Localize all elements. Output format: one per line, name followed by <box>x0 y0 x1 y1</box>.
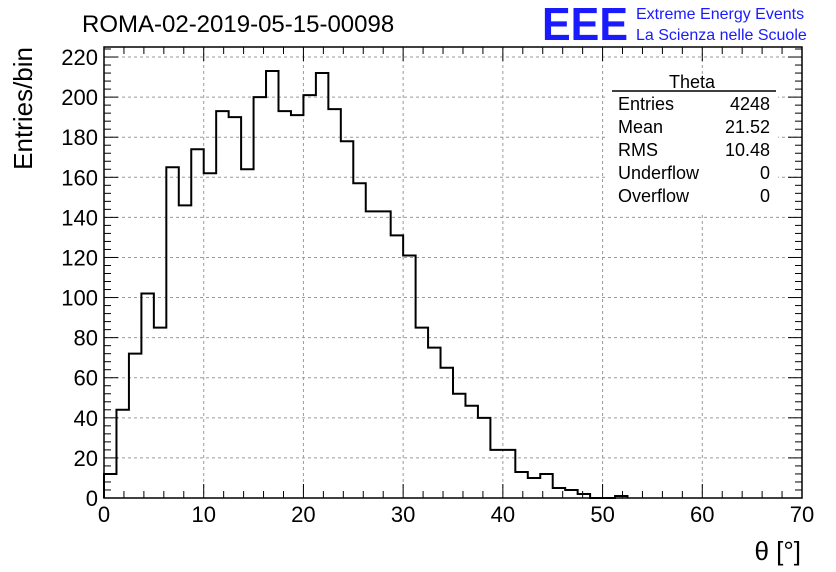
y-tick-label: 60 <box>74 366 98 391</box>
y-tick-label: 200 <box>61 85 98 110</box>
stats-rows: Entries 4248 Mean 21.52 RMS 10.48 Underflow 0 Ov… <box>618 94 770 206</box>
histogram-bin <box>341 141 353 498</box>
y-tick-label: 180 <box>61 125 98 150</box>
histogram-bin <box>528 478 540 498</box>
y-tick-label: 80 <box>74 326 98 351</box>
histogram-bin <box>104 474 116 498</box>
histogram-bin <box>515 472 527 498</box>
stats-label: Underflow <box>618 163 700 183</box>
x-tick-label: 0 <box>98 502 110 527</box>
histogram-bin <box>241 169 253 498</box>
plot-frame <box>103 46 803 499</box>
histogram-bin <box>366 211 378 498</box>
histogram-bin <box>279 111 291 498</box>
x-axis-label: θ [°] <box>754 536 801 566</box>
histogram-bin <box>403 255 415 498</box>
x-tick-label: 50 <box>590 502 614 527</box>
y-tick-label: 40 <box>74 406 98 431</box>
x-tick-label: 30 <box>391 502 415 527</box>
logo-letters: EEE <box>542 0 628 50</box>
eee-logo: EEE Extreme Energy Events La Scienza nel… <box>542 0 807 50</box>
x-tick-labels: 0 10 20 30 40 50 60 70 <box>98 502 814 527</box>
stats-value: 10.48 <box>725 140 770 160</box>
histogram-bin <box>204 173 216 498</box>
stats-label: Mean <box>618 117 663 137</box>
histogram-bin <box>428 348 440 498</box>
histogram-bin <box>378 211 390 498</box>
histogram-bin <box>116 410 128 498</box>
stats-value: 0 <box>760 186 770 206</box>
y-tick-labels: 0 20 40 60 80 100 120 140 160 180 200 220 <box>61 45 98 511</box>
histogram-bin <box>490 450 502 498</box>
stats-label: RMS <box>618 140 658 160</box>
y-tick-label: 140 <box>61 205 98 230</box>
y-tick-label: 220 <box>61 45 98 70</box>
histogram-bin <box>565 490 577 498</box>
x-tick-label: 10 <box>191 502 215 527</box>
histogram-bin <box>465 406 477 498</box>
histogram-bin <box>316 73 328 498</box>
histogram-bin <box>166 167 178 498</box>
y-tick-label: 100 <box>61 286 98 311</box>
histogram-bin <box>391 235 403 498</box>
x-tick-label: 20 <box>291 502 315 527</box>
y-tick-label: 160 <box>61 165 98 190</box>
histogram-bin <box>216 111 228 498</box>
x-tick-label: 70 <box>790 502 814 527</box>
stats-value: 21.52 <box>725 117 770 137</box>
run-title: ROMA-02-2019-05-15-00098 <box>82 11 394 38</box>
y-tick-label: 120 <box>61 245 98 270</box>
histogram-bin <box>328 109 340 498</box>
histogram-bin <box>503 450 515 498</box>
histogram-bin <box>416 328 428 498</box>
axis-ticks <box>103 47 803 499</box>
histogram-bin <box>303 95 315 498</box>
histogram-bin <box>441 368 453 498</box>
histogram-bin <box>353 183 365 498</box>
histogram-bin <box>141 294 153 498</box>
histogram-bin <box>540 474 552 498</box>
histogram-bin <box>129 354 141 498</box>
y-tick-label: 20 <box>74 446 98 471</box>
x-tick-label: 40 <box>491 502 515 527</box>
logo-line2: La Scienza nelle Scuole <box>636 27 807 44</box>
histogram-bin <box>154 328 166 498</box>
histogram-bin <box>254 97 266 498</box>
histogram-bin <box>191 149 203 498</box>
histogram-bin <box>453 394 465 498</box>
x-tick-label: 60 <box>690 502 714 527</box>
stats-title: Theta <box>669 72 716 92</box>
y-axis-label: Entries/bin <box>8 47 38 170</box>
grid <box>104 47 802 498</box>
logo-line1: Extreme Energy Events <box>636 6 804 23</box>
histogram-bin <box>179 205 191 498</box>
stats-box: Theta Entries 4248 Mean 21.52 RMS 10.48 Underf… <box>606 72 778 212</box>
stats-background <box>606 79 778 212</box>
stats-label: Entries <box>618 94 674 114</box>
stats-value: 4248 <box>730 94 770 114</box>
histogram-bin <box>478 418 490 498</box>
stats-label: Overflow <box>618 186 690 206</box>
stats-value: 0 <box>760 163 770 183</box>
histogram-bin <box>553 488 565 498</box>
histogram-bins <box>104 71 628 498</box>
histogram-bin <box>291 115 303 498</box>
histogram-bin <box>266 71 278 498</box>
histogram-outline <box>103 70 629 499</box>
histogram-bin <box>229 117 241 498</box>
y-tick-label: 0 <box>86 486 98 511</box>
